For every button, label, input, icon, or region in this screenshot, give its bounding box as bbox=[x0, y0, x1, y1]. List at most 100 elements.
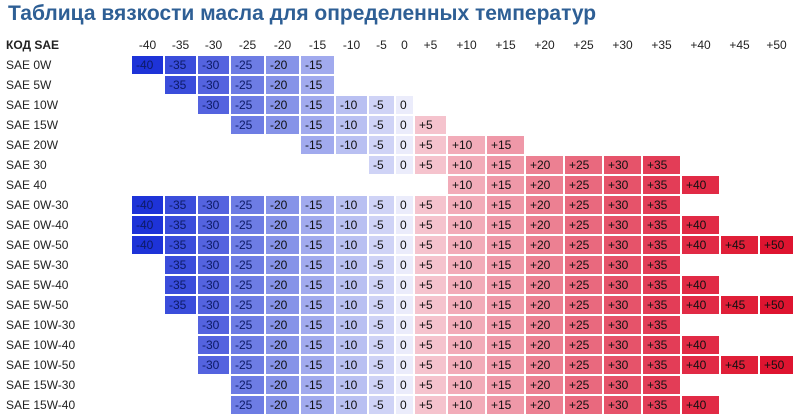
temp-cell: +20 bbox=[526, 396, 563, 414]
temp-cell: +10 bbox=[448, 396, 485, 414]
temp-cell: -10 bbox=[336, 316, 367, 334]
sae-code-label: SAE 0W-30 bbox=[6, 198, 69, 212]
empty-cell bbox=[487, 56, 524, 74]
temp-header: +40 bbox=[690, 38, 711, 52]
temp-cell: +25 bbox=[565, 396, 602, 414]
temp-cell: -20 bbox=[266, 236, 299, 254]
temp-header: -20 bbox=[273, 38, 292, 52]
empty-cell bbox=[396, 176, 413, 194]
temp-cell: -40 bbox=[132, 236, 163, 254]
temp-cell: +15 bbox=[487, 276, 524, 294]
empty-cell bbox=[526, 116, 563, 134]
temp-cell: +30 bbox=[604, 256, 641, 274]
temp-cell: +15 bbox=[487, 216, 524, 234]
empty-cell bbox=[448, 116, 485, 134]
empty-cell bbox=[336, 156, 367, 174]
temp-cell: -15 bbox=[301, 56, 334, 74]
temp-cell: -30 bbox=[198, 256, 229, 274]
temp-cell: -5 bbox=[369, 96, 394, 114]
temp-cell: +15 bbox=[487, 136, 524, 154]
empty-cell bbox=[760, 136, 793, 154]
temp-cell: +25 bbox=[565, 316, 602, 334]
temp-cell: +10 bbox=[448, 276, 485, 294]
empty-cell bbox=[336, 56, 367, 74]
temp-cell: +15 bbox=[487, 256, 524, 274]
temp-cell: 0 bbox=[396, 116, 413, 134]
temp-cell: +20 bbox=[526, 336, 563, 354]
sae-code-label: SAE 15W-30 bbox=[6, 378, 76, 392]
temp-cell: -35 bbox=[165, 56, 196, 74]
temp-cell: +35 bbox=[643, 376, 680, 394]
temp-cell: +20 bbox=[526, 276, 563, 294]
temp-cell: 0 bbox=[396, 256, 413, 274]
temp-cell: -15 bbox=[301, 236, 334, 254]
temp-cell: +30 bbox=[604, 156, 641, 174]
temp-header: -35 bbox=[171, 38, 190, 52]
empty-cell bbox=[760, 96, 793, 114]
temp-cell: +35 bbox=[643, 176, 680, 194]
empty-cell bbox=[165, 96, 196, 114]
header-row: КОД SAE -40 -35 -30 -25 -20 -15 -10 -5 0 +5 +10 +15… bbox=[4, 36, 793, 54]
temp-cell: -5 bbox=[369, 276, 394, 294]
sae-code-label: SAE 20W bbox=[6, 138, 59, 152]
empty-cell bbox=[604, 56, 641, 74]
temp-cell: +5 bbox=[415, 196, 446, 214]
temp-cell: +50 bbox=[760, 236, 793, 254]
empty-cell bbox=[682, 156, 719, 174]
empty-cell bbox=[643, 136, 680, 154]
empty-cell bbox=[132, 76, 163, 94]
empty-cell bbox=[760, 76, 793, 94]
empty-cell bbox=[369, 176, 394, 194]
temp-cell: +35 bbox=[643, 236, 680, 254]
table-row: SAE 0W -40 -35 -30 -25 -20 -15 bbox=[4, 56, 793, 74]
temp-cell: +50 bbox=[760, 296, 793, 314]
empty-cell bbox=[369, 56, 394, 74]
temp-cell: -25 bbox=[231, 236, 264, 254]
temp-cell: +10 bbox=[448, 296, 485, 314]
temp-cell: +20 bbox=[526, 256, 563, 274]
temp-cell: -25 bbox=[231, 216, 264, 234]
empty-cell bbox=[448, 96, 485, 114]
empty-cell bbox=[721, 396, 758, 414]
temp-cell: +25 bbox=[565, 256, 602, 274]
temp-cell: -15 bbox=[301, 96, 334, 114]
temp-cell: -30 bbox=[198, 96, 229, 114]
temp-cell: -10 bbox=[336, 236, 367, 254]
temp-cell: -5 bbox=[369, 136, 394, 154]
temp-cell: -25 bbox=[231, 76, 264, 94]
empty-cell bbox=[487, 116, 524, 134]
temp-header: -30 bbox=[204, 38, 223, 52]
temp-cell: -20 bbox=[266, 116, 299, 134]
empty-cell bbox=[643, 96, 680, 114]
empty-cell bbox=[682, 196, 719, 214]
temp-header: +50 bbox=[766, 38, 787, 52]
temp-cell: +20 bbox=[526, 296, 563, 314]
temp-cell: -15 bbox=[301, 296, 334, 314]
temp-cell: +20 bbox=[526, 216, 563, 234]
temp-cell: -10 bbox=[336, 336, 367, 354]
empty-cell bbox=[132, 156, 163, 174]
empty-cell bbox=[604, 76, 641, 94]
temp-cell: -10 bbox=[336, 216, 367, 234]
temp-cell: -15 bbox=[301, 256, 334, 274]
empty-cell bbox=[448, 76, 485, 94]
temp-cell: -10 bbox=[336, 376, 367, 394]
empty-cell bbox=[526, 56, 563, 74]
empty-cell bbox=[301, 176, 334, 194]
temp-cell: +10 bbox=[448, 156, 485, 174]
empty-cell bbox=[415, 76, 446, 94]
temp-cell: +10 bbox=[448, 376, 485, 394]
empty-cell bbox=[721, 156, 758, 174]
temp-cell: +35 bbox=[643, 276, 680, 294]
temp-cell: -30 bbox=[198, 356, 229, 374]
temp-cell: +10 bbox=[448, 176, 485, 194]
temp-cell: -15 bbox=[301, 316, 334, 334]
temp-cell: +25 bbox=[565, 176, 602, 194]
empty-cell bbox=[165, 396, 196, 414]
temp-cell: +50 bbox=[760, 356, 793, 374]
empty-cell bbox=[565, 116, 602, 134]
temp-cell: -10 bbox=[336, 116, 367, 134]
temp-cell: +35 bbox=[643, 216, 680, 234]
temp-cell: +35 bbox=[643, 316, 680, 334]
empty-cell bbox=[198, 376, 229, 394]
